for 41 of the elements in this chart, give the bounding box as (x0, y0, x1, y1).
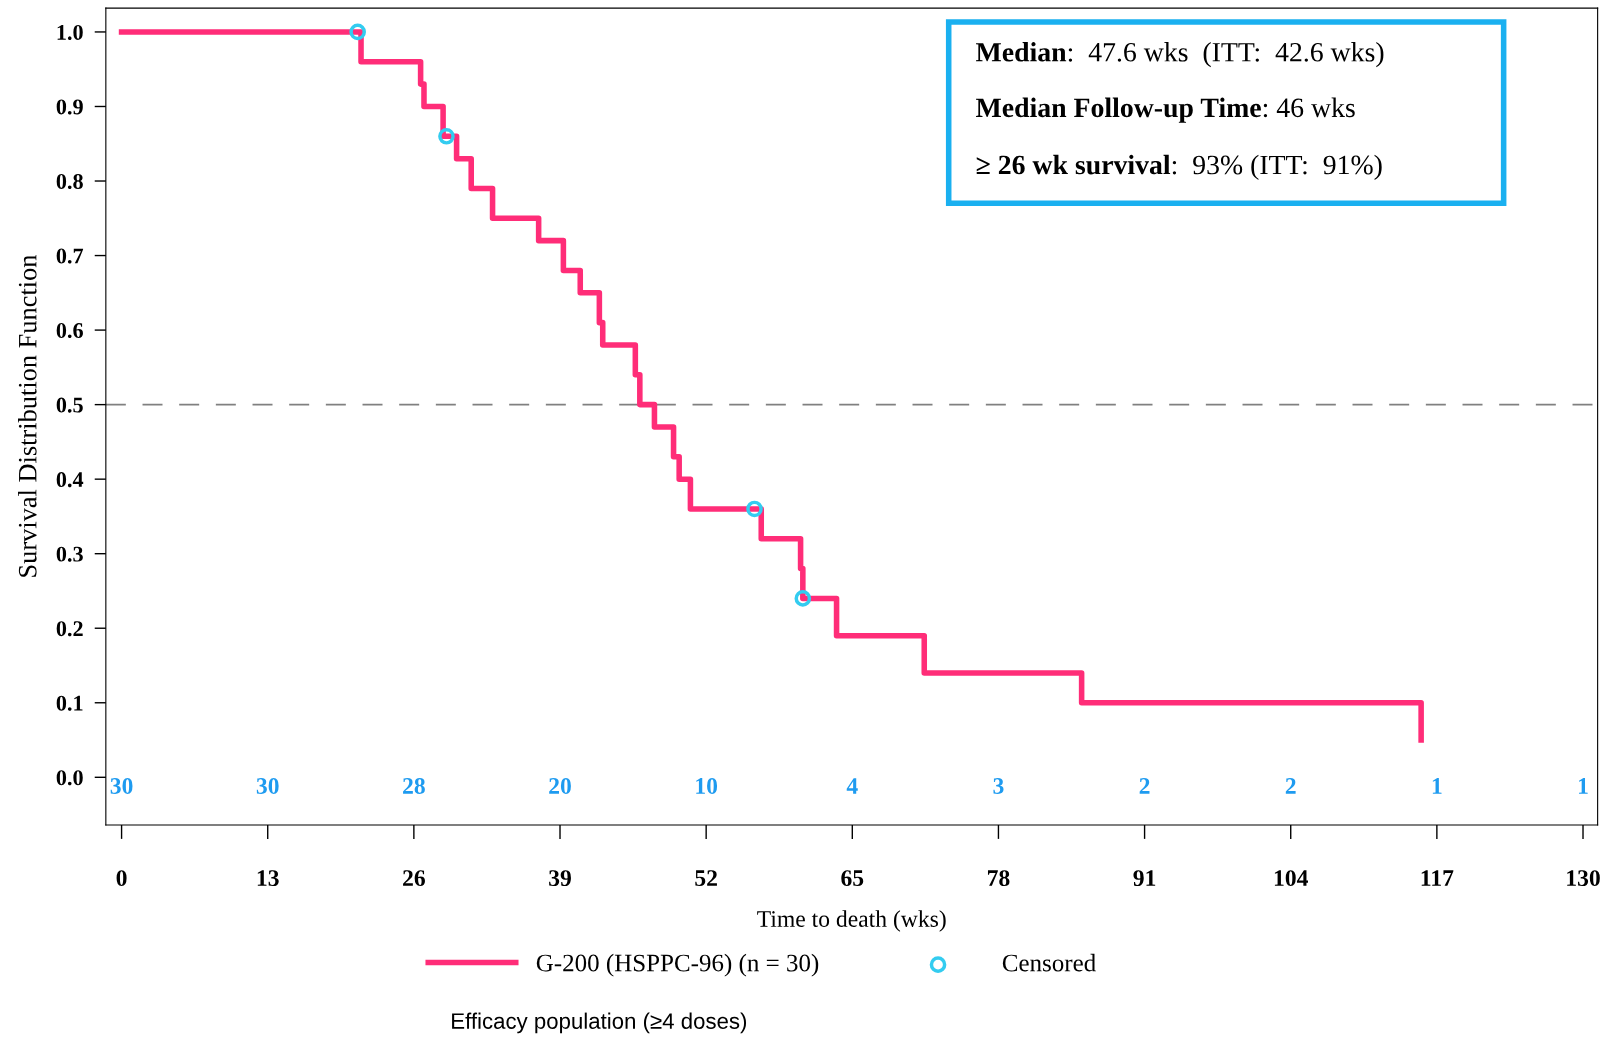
y-tick-label: 0.5 (56, 397, 83, 413)
y-axis-title: Survival Distribution Function (18, 254, 37, 577)
annotation: ≥ 26 wk survival: 93% (ITT: 91%) (976, 154, 1382, 180)
x-tick-label: 91 (1133, 870, 1156, 887)
annotation: 30 (256, 777, 279, 794)
legend-label: G-200 (HSPPC-96) (n = 30) (536, 953, 819, 977)
y-tick-label: 0.9 (56, 99, 83, 115)
annotation: Median: 47.6 wks (ITT: 42.6 wks) (976, 42, 1384, 68)
annotation: 3 (993, 778, 1004, 794)
x-tick-label: 13 (257, 870, 279, 887)
annotation: 30 (110, 777, 133, 794)
annotation: 1 (1432, 778, 1442, 794)
legend-label: Censored (1002, 953, 1096, 972)
y-tick-label: 0.2 (56, 621, 83, 637)
x-tick-label: 52 (695, 870, 717, 887)
y-tick-label: 0.3 (56, 546, 83, 562)
annotation: 2 (1139, 778, 1150, 794)
x-tick-label: 78 (987, 870, 1010, 887)
annotation: 10 (696, 777, 718, 794)
x-tick-label: 130 (1567, 870, 1600, 887)
annotation: 1 (1579, 778, 1588, 794)
x-tick-label: 0 (116, 870, 127, 887)
x-tick-label: 26 (403, 870, 425, 887)
y-tick-label: 0.0 (56, 770, 83, 786)
y-tick-label: 0.4 (56, 472, 84, 488)
x-axis-title: Time to death (wks) (757, 910, 946, 932)
y-tick-label: 0.1 (56, 695, 83, 711)
annotation: 4 (846, 778, 858, 794)
annotation: 20 (549, 777, 571, 794)
annotation: Median Follow-up Time: 46 wks (976, 97, 1355, 123)
annotation: 28 (403, 777, 425, 794)
x-tick-label: 65 (841, 870, 864, 887)
y-tick-label: 0.7 (56, 248, 84, 264)
annotation: 2 (1285, 778, 1296, 794)
text: Efficacy population (≥4 doses) (452, 1012, 747, 1034)
x-tick-label: 117 (1421, 870, 1454, 886)
y-tick-label: 1.0 (57, 24, 83, 40)
x-tick-label: 39 (549, 870, 571, 887)
x-tick-label: 104 (1274, 870, 1308, 887)
y-tick-label: 0.6 (56, 323, 83, 339)
y-tick-label: 0.8 (56, 173, 83, 190)
